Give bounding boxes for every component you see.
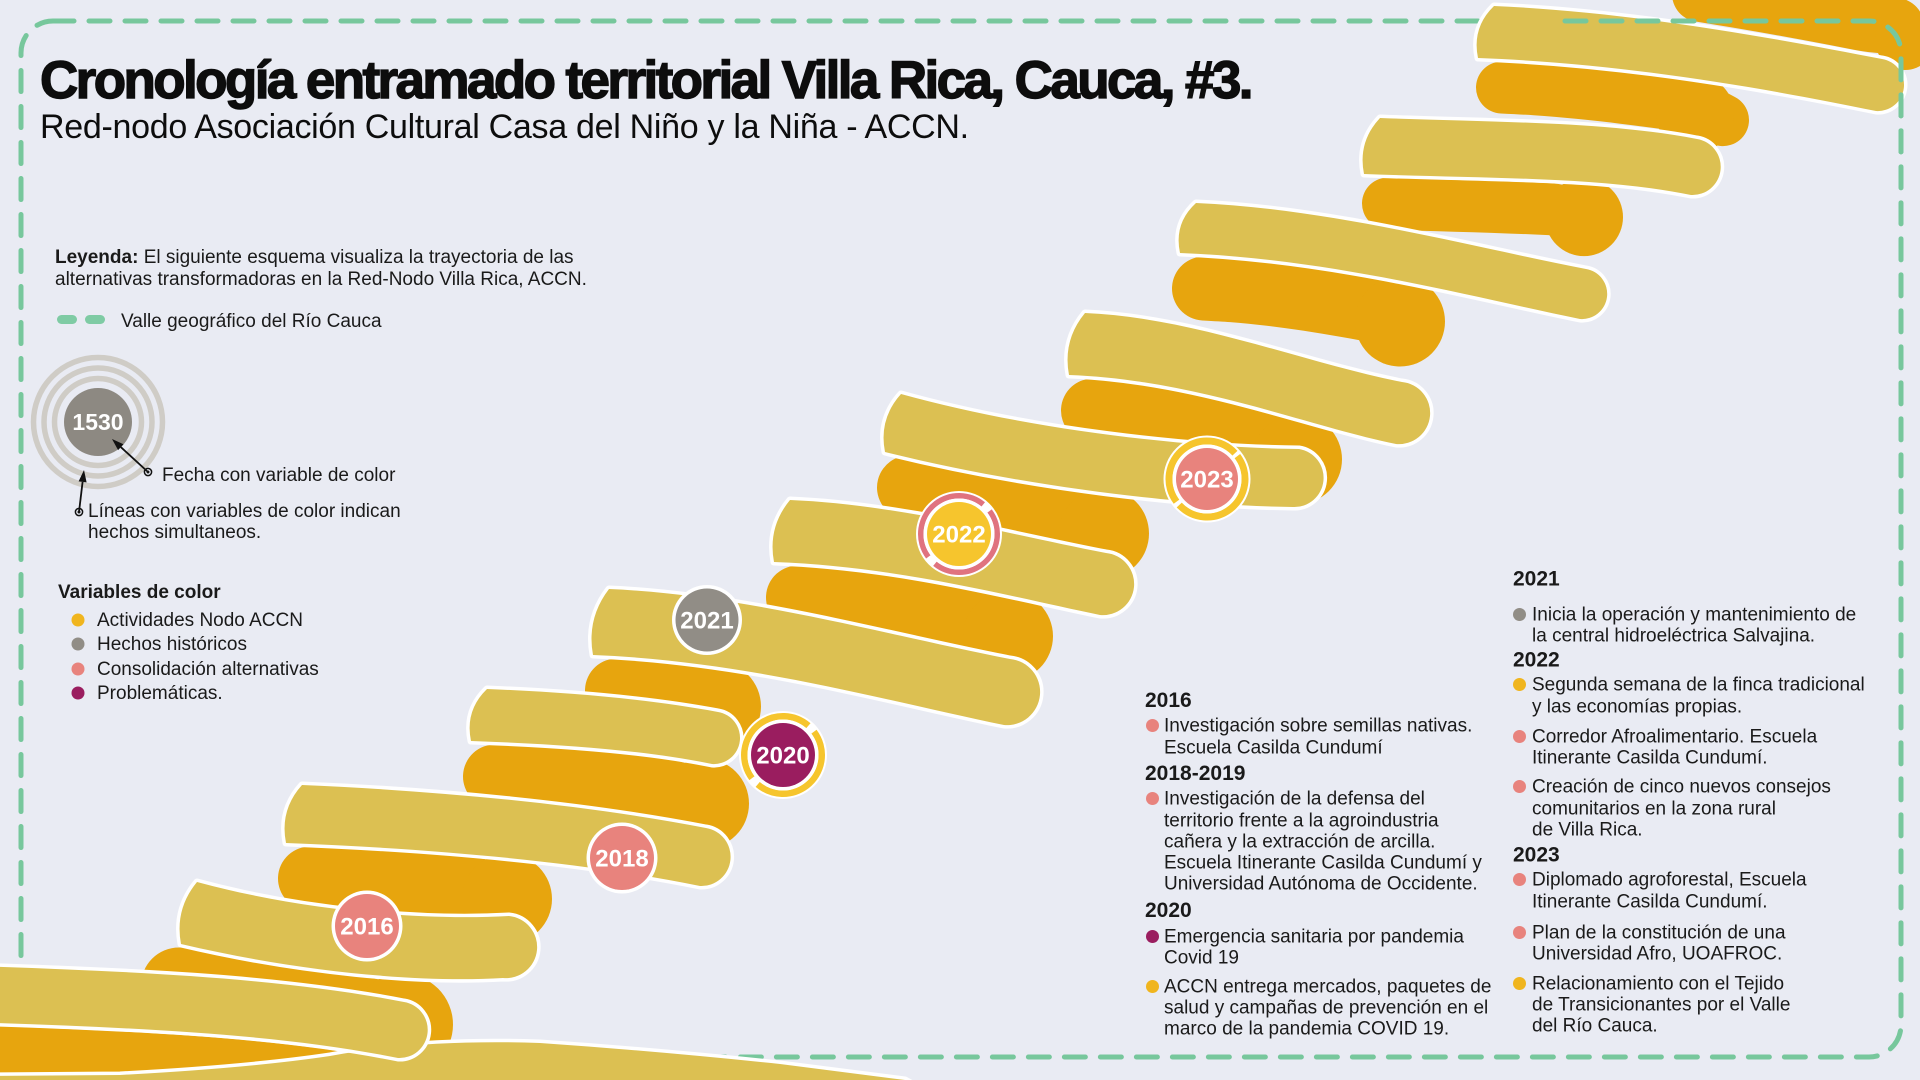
svg-text:comunitarios en la zona rural: comunitarios en la zona rural [1532,799,1776,820]
svg-text:Segunda semana de la finca tra: Segunda semana de la finca tradicional [1532,675,1865,696]
svg-text:Hechos históricos: Hechos históricos [97,634,247,655]
svg-text:2020: 2020 [1145,899,1192,922]
svg-text:marco de la pandemia COVID 19.: marco de la pandemia COVID 19. [1164,1019,1449,1040]
svg-text:2021: 2021 [1513,568,1560,591]
svg-text:Itinerante Casilda Cundumí.: Itinerante Casilda Cundumí. [1532,748,1768,769]
svg-text:Valle geográfico del Río Cauca: Valle geográfico del Río Cauca [121,311,382,332]
svg-text:Leyenda: El siguiente esquema: Leyenda: El siguiente esquema visualiza … [55,247,574,268]
svg-text:2018-2019: 2018-2019 [1145,762,1245,785]
svg-text:Problemáticas.: Problemáticas. [97,683,223,704]
svg-text:territorio frente a la agroind: territorio frente a la agroindustria [1164,811,1439,832]
svg-text:de Transicionantes por el Vall: de Transicionantes por el Valle [1532,995,1790,1016]
svg-text:Creación de cinco nuevos conse: Creación de cinco nuevos consejos [1532,777,1831,798]
svg-text:2023: 2023 [1513,844,1560,867]
svg-text:de Villa Rica.: de Villa Rica. [1532,820,1643,841]
svg-text:Inicia la operación y mantenim: Inicia la operación y mantenimiento de [1532,605,1856,626]
svg-text:Escuela Itinerante Casilda Cun: Escuela Itinerante Casilda Cundumí y [1164,853,1482,874]
svg-text:Líneas con variables de color: Líneas con variables de color indican [88,501,401,522]
svg-text:2022: 2022 [932,522,985,549]
svg-text:Diplomado agroforestal, Escuel: Diplomado agroforestal, Escuela [1532,870,1807,891]
svg-text:salud y campañas de prevención: salud y campañas de prevención en el [1164,998,1488,1019]
svg-text:Red-nodo Asociación Cultural C: Red-nodo Asociación Cultural Casa del Ni… [40,108,969,146]
svg-text:Corredor Afroalimentario. Escu: Corredor Afroalimentario. Escuela [1532,727,1818,748]
svg-text:Universidad Autónoma de Occide: Universidad Autónoma de Occidente. [1164,874,1478,895]
svg-text:Fecha con variable de color: Fecha con variable de color [162,465,396,486]
svg-text:Covid 19: Covid 19 [1164,948,1239,969]
svg-text:2016: 2016 [1145,689,1192,712]
svg-text:1530: 1530 [72,409,123,435]
svg-text:ACCN entrega mercados, paquete: ACCN entrega mercados, paquetes de [1164,977,1491,998]
svg-text:Relacionamiento con el Tejido: Relacionamiento con el Tejido [1532,974,1784,995]
svg-text:cañera y la extracción de arci: cañera y la extracción de arcilla. [1164,832,1435,853]
svg-text:2023: 2023 [1180,467,1233,494]
svg-text:2021: 2021 [680,608,733,635]
svg-text:Consolidación alternativas: Consolidación alternativas [97,659,319,680]
svg-text:alternativas transformadoras e: alternativas transformadoras en la Red-N… [55,269,587,290]
svg-text:2022: 2022 [1513,649,1560,672]
svg-text:y las economías propias.: y las economías propias. [1532,697,1742,718]
svg-text:hechos simultaneos.: hechos simultaneos. [88,522,261,543]
svg-text:la central hidroeléctrica Salv: la central hidroeléctrica Salvajina. [1532,626,1815,647]
svg-text:Variables de color: Variables de color [58,582,221,603]
svg-text:Cronología entramado territori: Cronología entramado territorial Villa R… [40,51,1251,110]
svg-text:2016: 2016 [340,914,393,941]
svg-text:Escuela Casilda Cundumí: Escuela Casilda Cundumí [1164,738,1383,759]
svg-text:Investigación de la defensa de: Investigación de la defensa del [1164,789,1425,810]
svg-text:2018: 2018 [595,846,648,873]
svg-text:Emergencia sanitaria por pande: Emergencia sanitaria por pandemia [1164,927,1464,948]
svg-text:Plan de la constitución de una: Plan de la constitución de una [1532,923,1786,944]
svg-text:Actividades Nodo ACCN: Actividades Nodo ACCN [97,610,303,631]
svg-text:del Río Cauca.: del Río Cauca. [1532,1016,1658,1037]
svg-text:Investigación sobre semillas n: Investigación sobre semillas nativas. [1164,716,1472,737]
svg-text:Universidad Afro, UOAFROC.: Universidad Afro, UOAFROC. [1532,944,1782,965]
svg-text:2020: 2020 [756,743,809,770]
svg-text:Itinerante Casilda Cundumí.: Itinerante Casilda Cundumí. [1532,892,1768,913]
